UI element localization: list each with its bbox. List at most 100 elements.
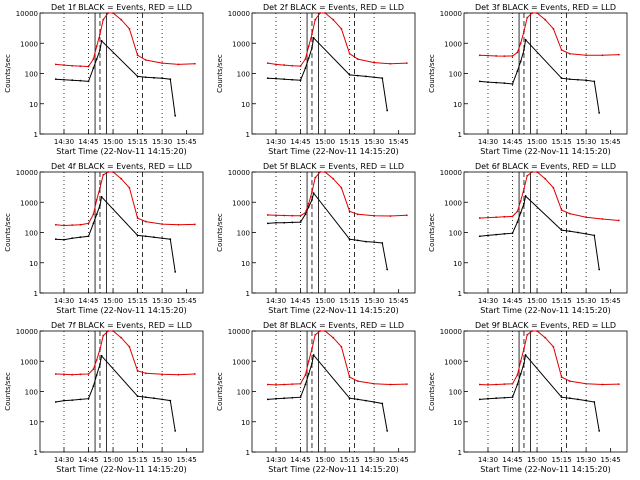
data-point-events	[291, 221, 294, 224]
data-point-lld	[356, 58, 359, 60]
data-point-lld	[120, 177, 123, 180]
x-tick-label: 14:45	[290, 297, 310, 305]
data-point-lld	[136, 369, 139, 372]
data-point-lld	[601, 54, 604, 57]
data-point-lld	[536, 330, 538, 332]
data-point-events	[169, 238, 172, 241]
y-tick-label: 1	[246, 131, 250, 139]
data-point-lld	[275, 384, 277, 386]
series-line-events	[267, 353, 388, 431]
x-tick-label: 15:30	[152, 138, 172, 146]
x-tick-label: 15:00	[527, 456, 547, 464]
chart-title: Det 8f BLACK = Events, RED = LLD	[263, 321, 404, 330]
data-point-lld	[526, 174, 529, 177]
data-point-lld	[601, 383, 604, 386]
y-tick-label: 10000	[228, 328, 250, 336]
data-point-events	[524, 354, 527, 356]
data-point-events	[169, 399, 172, 402]
data-point-lld	[568, 212, 571, 215]
chart-panel-1: Det 1f BLACK = Events, RED = LLD 1 10 100 10…	[4, 3, 204, 156]
data-point-lld	[552, 27, 555, 30]
data-point-lld	[87, 65, 90, 68]
series-line-lld	[479, 12, 619, 57]
x-tick-label: 15:00	[103, 138, 123, 146]
data-point-events	[381, 402, 384, 405]
data-point-lld	[503, 55, 506, 58]
data-point-lld	[311, 347, 313, 350]
data-point-lld	[193, 373, 196, 375]
data-point-lld	[177, 223, 180, 226]
data-point-events	[593, 80, 596, 83]
chart-title: Det 9f BLACK = Events, RED = LLD	[475, 321, 616, 330]
data-point-lld	[112, 330, 114, 332]
x-tick-label: 14:30	[266, 297, 286, 305]
data-point-events	[311, 47, 313, 49]
data-point-lld	[128, 345, 131, 348]
data-point-lld	[523, 187, 525, 190]
data-point-events	[71, 237, 74, 240]
data-point-events	[593, 234, 596, 237]
data-point-events	[299, 221, 302, 224]
data-point-lld	[291, 383, 294, 386]
plot-frame	[39, 12, 204, 135]
data-point-lld	[63, 373, 65, 376]
data-point-lld	[519, 42, 522, 45]
series-line-lld	[55, 330, 195, 376]
data-point-events	[100, 39, 103, 42]
y-tick-label: 1000	[232, 199, 250, 207]
data-point-lld	[373, 214, 376, 217]
data-point-lld	[307, 360, 310, 363]
data-point-events	[161, 237, 164, 240]
x-tick-label: 15:00	[315, 456, 335, 464]
chart-panel-6: Det 6f BLACK = Events, RED = LLD 1 10 100 10…	[428, 162, 628, 315]
chart-title: Det 3f BLACK = Events, RED = LLD	[475, 3, 616, 12]
data-point-lld	[136, 217, 139, 219]
y-tick-label: 1	[458, 290, 462, 298]
x-tick-label: 14:45	[290, 456, 310, 464]
x-tick-label: 14:30	[478, 297, 498, 305]
y-axis-label: Counts/sec	[216, 372, 224, 411]
data-point-lld	[144, 59, 147, 61]
x-tick-label: 15:00	[527, 138, 547, 146]
y-tick-label: 10	[29, 101, 38, 109]
data-point-events	[503, 232, 506, 235]
data-point-events	[593, 401, 596, 403]
data-point-events	[144, 76, 147, 79]
data-point-events	[487, 81, 489, 83]
data-point-lld	[531, 330, 534, 332]
x-tick-label: 15:30	[576, 297, 596, 305]
data-point-lld	[389, 383, 392, 386]
series-line-lld	[267, 171, 407, 217]
data-point-lld	[311, 190, 313, 193]
data-point-lld	[478, 383, 481, 386]
data-point-lld	[299, 382, 302, 385]
chart-panel-5: Det 5f BLACK = Events, RED = LLD 1 10 100 10…	[216, 162, 416, 315]
y-tick-label: 10	[241, 419, 250, 427]
data-point-events	[95, 213, 98, 216]
data-point-events	[478, 398, 481, 401]
data-point-lld	[99, 186, 101, 189]
data-point-lld	[112, 12, 114, 14]
data-point-events	[54, 78, 57, 81]
data-point-events	[153, 397, 155, 400]
data-point-lld	[299, 214, 302, 217]
y-tick-label: 1000	[20, 199, 38, 207]
plot-frame	[463, 12, 628, 135]
x-axis-label: Start Time (22-Nov-11 14:15:20)	[268, 306, 398, 315]
y-tick-label: 10	[29, 419, 38, 427]
series-line-lld	[479, 330, 619, 386]
data-point-lld	[348, 210, 351, 213]
data-point-lld	[560, 209, 563, 212]
data-point-lld	[617, 53, 620, 56]
data-point-lld	[536, 12, 538, 14]
data-point-events	[312, 354, 315, 356]
data-point-lld	[102, 174, 105, 176]
x-axis-label: Start Time (22-Nov-11 14:15:20)	[480, 147, 610, 156]
data-point-lld	[389, 215, 392, 217]
data-point-lld	[560, 49, 563, 51]
data-point-events	[87, 235, 90, 238]
data-point-lld	[54, 223, 57, 226]
data-point-events	[87, 80, 90, 83]
data-point-events	[299, 396, 302, 399]
x-tick-label: 15:00	[315, 138, 335, 146]
